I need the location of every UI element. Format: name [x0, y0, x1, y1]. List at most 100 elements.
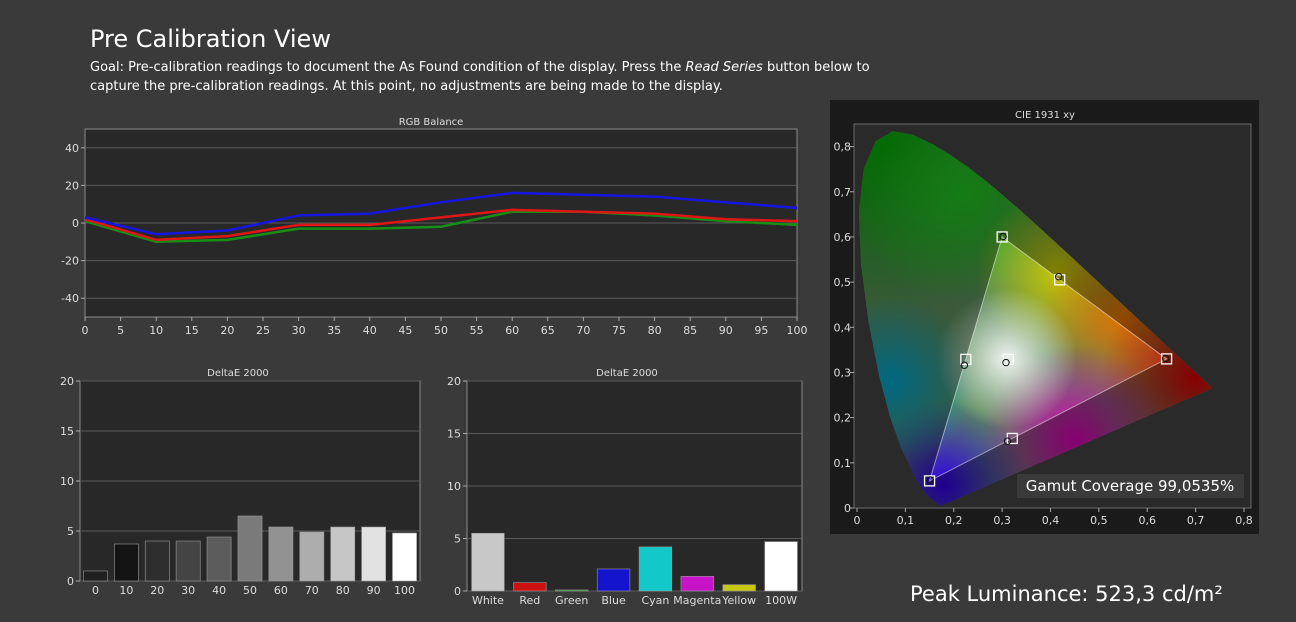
de2-ytick-label: 5 — [454, 533, 461, 546]
de1-bar — [206, 536, 232, 582]
cie-xtick-label: 0 — [854, 514, 861, 527]
cie-measured-cyan — [960, 361, 969, 369]
de2-bar — [764, 541, 798, 592]
cie-outside-gamut-shade — [858, 131, 1213, 506]
rgb-xtick-label: 60 — [505, 324, 519, 337]
cie-target-yellow — [1054, 274, 1066, 286]
cie-ytick-label: 0,1 — [834, 457, 852, 470]
rgb-xtick-label: 25 — [256, 324, 270, 337]
rgb-ytick-label: 20 — [65, 179, 79, 192]
cie-ytick-label: 0,2 — [834, 412, 852, 425]
de1-category-label: 20 — [150, 584, 164, 597]
gamut-coverage-box — [1017, 474, 1244, 498]
cie-ytick-label: 0,5 — [834, 276, 852, 289]
rgb-xtick-label: 20 — [220, 324, 234, 337]
cie-measured-blue — [926, 476, 934, 484]
cie-measured-yellow — [1055, 272, 1063, 281]
peak-luminance: Peak Luminance: 523,3 cd/m² — [910, 582, 1223, 606]
cie-ytick-label: 0,4 — [834, 321, 852, 334]
de1-category-label: 60 — [274, 584, 288, 597]
de2-ytick-label: 10 — [447, 480, 461, 493]
cie-xtick-label: 0,5 — [1090, 514, 1108, 527]
cie-chart-title: CIE 1931 xy — [1015, 110, 1075, 121]
de1-ytick-label: 10 — [60, 475, 74, 488]
cie-target-green — [996, 231, 1008, 243]
de1-bar — [392, 532, 417, 582]
de1-bar — [361, 526, 386, 582]
de2-bar — [513, 582, 547, 592]
cie-measured-red — [1161, 354, 1170, 363]
cie-panel: CIE 1931 xy 0 0,1 0,2 0,3 0,4 0,5 0,6 0,7 0,8 0 0,… — [830, 100, 1259, 534]
rgb-balance-chart: RGB Balance 40 20 0 -20 -40 0 5 10 15 20 25 30 35 40 4… — [61, 117, 808, 337]
de1-category-label: 90 — [367, 584, 381, 597]
rgb-xtick-label: 55 — [470, 324, 484, 337]
de1-ytick-label: 15 — [60, 425, 74, 438]
de2-bar — [596, 568, 631, 592]
cie-measured-white — [1002, 358, 1010, 367]
de1-category-label: 80 — [336, 584, 350, 597]
de2-bar — [680, 576, 714, 592]
rgb-xtick-label: 70 — [576, 324, 590, 337]
cie-xtick-label: 0,3 — [993, 514, 1011, 527]
de1-bar — [330, 526, 356, 582]
cie-xtick-label: 0,4 — [1042, 514, 1060, 527]
de1-bar — [114, 543, 139, 582]
de2-category-label: Cyan — [641, 594, 669, 607]
rgb-series-line — [84, 210, 798, 244]
de1-ytick-label: 5 — [67, 525, 74, 538]
de1-category-label: 30 — [181, 584, 195, 597]
rgb-xtick-label: 40 — [363, 324, 377, 337]
rgb-ytick-label: -20 — [61, 255, 79, 268]
de1-bar — [299, 531, 325, 582]
rgb-xtick-label: 95 — [754, 324, 768, 337]
cie-ytick-label: 0 — [844, 502, 851, 515]
de1-bar — [144, 540, 170, 582]
rgb-xtick-label: 80 — [648, 324, 662, 337]
cie-measured-magenta — [1003, 437, 1012, 445]
de1-bar — [175, 540, 201, 582]
cie-target-gamut — [928, 236, 1168, 482]
de1-category-label: 40 — [212, 584, 226, 597]
de1-category-label: 100 — [394, 584, 415, 597]
rgb-xtick-label: 65 — [541, 324, 555, 337]
goal-prefix: Goal: Pre-calibration readings to docume… — [90, 60, 686, 75]
de2-ytick-label: 20 — [447, 375, 461, 388]
deltae-grayscale-panel: DeltaE 2000 20 15 10 5 0 0 10 20 30 40 50 60 70 80 90 1… — [58, 364, 428, 599]
cie-color-blob — [858, 296, 976, 467]
de2-category-label: Yellow — [721, 594, 756, 607]
rgb-balance-panel: RGB Balance 40 20 0 -20 -40 0 5 10 15 20 25 30 35 40 4… — [58, 112, 810, 346]
rgb-xtick-label: 15 — [185, 324, 199, 337]
de2-ytick-label: 15 — [447, 428, 461, 441]
cie-white-wash — [936, 288, 1077, 429]
rgb-ytick-label: -40 — [61, 292, 79, 305]
de2-category-label: Blue — [601, 594, 626, 607]
de2-category-label: Magenta — [673, 594, 721, 607]
cie-target-blue — [923, 475, 936, 487]
de2-category-label: 100W — [765, 594, 797, 607]
cie-xtick-label: 0,8 — [1235, 514, 1253, 527]
de1-bar — [268, 526, 294, 582]
cie-target-red — [1160, 353, 1173, 365]
de1-category-label: 70 — [305, 584, 319, 597]
deltae-grayscale-title: DeltaE 2000 — [207, 368, 269, 379]
de1-bar — [237, 515, 263, 582]
cie-ytick-label: 0,8 — [834, 141, 852, 154]
cie-ytick-label: 0,6 — [834, 231, 852, 244]
rgb-xtick-label: 35 — [327, 324, 341, 337]
de1-ytick-label: 20 — [60, 375, 74, 388]
cie-xtick-label: 0,6 — [1139, 514, 1157, 527]
rgb-chart-title: RGB Balance — [399, 117, 464, 128]
deltae-colors-chart: DeltaE 2000 20 15 10 5 0 White Red Green Blue Cya… — [447, 368, 803, 607]
de2-category-label: Red — [519, 594, 540, 607]
rgb-xtick-label: 100 — [787, 324, 808, 337]
rgb-xtick-label: 30 — [292, 324, 306, 337]
de1-ytick-label: 0 — [67, 575, 74, 588]
read-series-reference: Read Series — [685, 60, 763, 75]
page-title: Pre Calibration View — [90, 25, 331, 53]
rgb-xtick-label: 45 — [398, 324, 412, 337]
cie-xtick-label: 0,1 — [897, 514, 915, 527]
cie-xtick-label: 0,7 — [1187, 514, 1205, 527]
cie-target-cyan — [960, 353, 972, 366]
cie-ytick-label: 0,3 — [834, 366, 852, 379]
rgb-ytick-label: 40 — [65, 142, 79, 155]
